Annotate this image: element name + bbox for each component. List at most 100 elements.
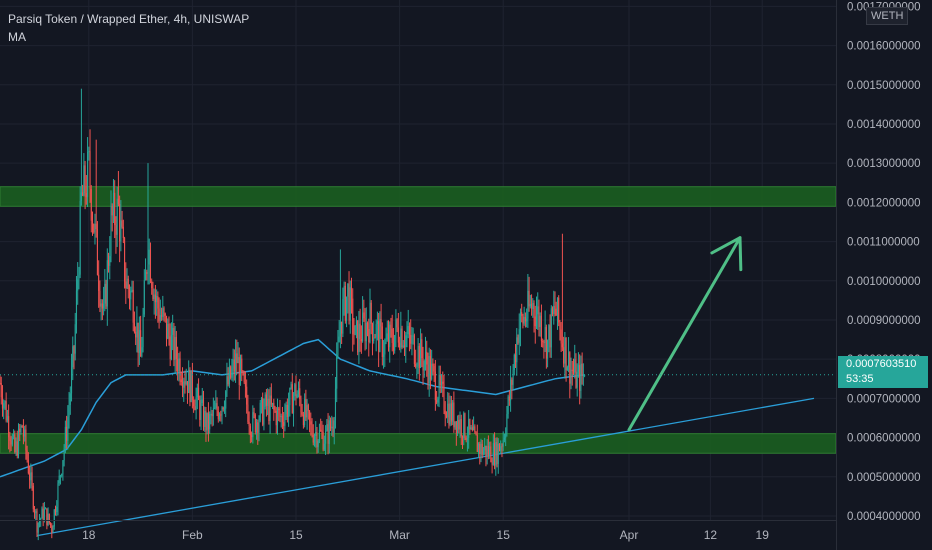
candle-body [242, 371, 244, 373]
candle-body [249, 426, 251, 436]
candle-body [175, 337, 177, 360]
candle-body [325, 430, 327, 444]
candle-body [376, 321, 378, 325]
candle-body [497, 443, 499, 464]
y-tick-label: 0.0005000000 [847, 472, 921, 484]
price-axis[interactable]: 0.00180000000.00170000000.00160000000.00… [836, 0, 921, 550]
candle-body [501, 446, 503, 448]
candle-body [468, 418, 470, 438]
candle-body [185, 381, 187, 385]
candle-body [179, 358, 181, 380]
candle-body [449, 403, 451, 425]
candle-body [431, 363, 433, 380]
candle-body [518, 329, 520, 343]
candle-body [321, 430, 323, 432]
candle-body [127, 278, 129, 290]
candle-body [503, 437, 505, 440]
candle-body [400, 328, 402, 348]
candle-body [186, 381, 189, 393]
candle-body [149, 249, 152, 282]
indicator-label[interactable]: MA [8, 30, 26, 44]
candle-body [26, 450, 28, 460]
candle-body [353, 334, 355, 336]
candle-body [401, 328, 403, 348]
candle-body [174, 337, 176, 360]
candle-body [512, 369, 514, 385]
candle-body [491, 462, 493, 465]
candle-body [260, 398, 263, 403]
candle-body [415, 363, 417, 367]
candle-body [104, 283, 106, 304]
candle-body [411, 336, 413, 344]
candle-body [78, 274, 80, 280]
candle-body [566, 367, 568, 371]
y-tick-label: 0.0012000000 [847, 197, 921, 209]
candle-body [513, 354, 515, 370]
candle-body [116, 198, 118, 235]
candle-body [6, 416, 8, 421]
candle-body [243, 372, 245, 383]
candle-body [350, 287, 353, 299]
candle-body [98, 274, 100, 291]
candle-body [405, 335, 407, 348]
time-axis[interactable]: 18 Feb 15 Mar 15 Apr 12 19 [0, 520, 836, 543]
candle-body [88, 151, 90, 153]
candle-body [57, 483, 59, 507]
candle-body [20, 425, 22, 433]
candle-body [476, 435, 478, 453]
candle-body [484, 445, 486, 451]
candle-body [181, 382, 184, 388]
y-tick-label: 0.0007000000 [847, 393, 921, 405]
candle-body [36, 511, 38, 533]
candle-body [40, 518, 42, 521]
candle-body [253, 412, 255, 415]
candle-body [212, 408, 214, 417]
candle-body [251, 435, 253, 438]
candle-body [10, 440, 12, 445]
candle-body [537, 306, 539, 315]
candle-body [170, 334, 172, 359]
candle-body [200, 403, 202, 420]
candle-body [45, 508, 47, 510]
candle-body [136, 322, 138, 338]
candle-body [164, 313, 166, 316]
candle-body [302, 414, 304, 426]
candle-body [267, 398, 269, 406]
candle-body [479, 443, 481, 454]
candle-body [183, 381, 185, 388]
candle-body [297, 388, 300, 395]
candle-body [226, 376, 228, 392]
candle-body [196, 387, 198, 398]
candle-body [148, 249, 150, 265]
x-tick-label: 15 [497, 528, 511, 542]
candle-body [544, 327, 546, 343]
candle-body [17, 428, 20, 456]
candle-body [386, 333, 388, 340]
symbol-title[interactable]: Parsiq Token / Wrapped Ether, 4h, UNISWA… [8, 12, 250, 26]
candle-body [450, 403, 452, 422]
candle-body [457, 420, 459, 434]
x-tick-label: 18 [82, 528, 96, 542]
candle-body [494, 443, 496, 466]
y-tick-label: 0.0009000000 [847, 315, 921, 327]
candle-body [332, 426, 334, 433]
candle-body [193, 399, 195, 407]
candle-body [514, 354, 517, 363]
candle-body [74, 324, 76, 354]
candle-body [103, 303, 105, 309]
candle-body [453, 402, 455, 428]
candle-body [391, 328, 393, 343]
y-tick-label: 0.0011000000 [847, 237, 920, 249]
candle-body [337, 342, 339, 356]
candle-body [15, 441, 17, 453]
candle-body [274, 409, 276, 411]
candle-body [555, 308, 557, 316]
candle-body [58, 475, 60, 484]
candle-body [458, 420, 460, 430]
candle-body [454, 421, 456, 428]
candle-body [304, 399, 306, 426]
candle-body [42, 508, 44, 521]
candle-body [442, 381, 444, 384]
candle-body [437, 398, 439, 403]
